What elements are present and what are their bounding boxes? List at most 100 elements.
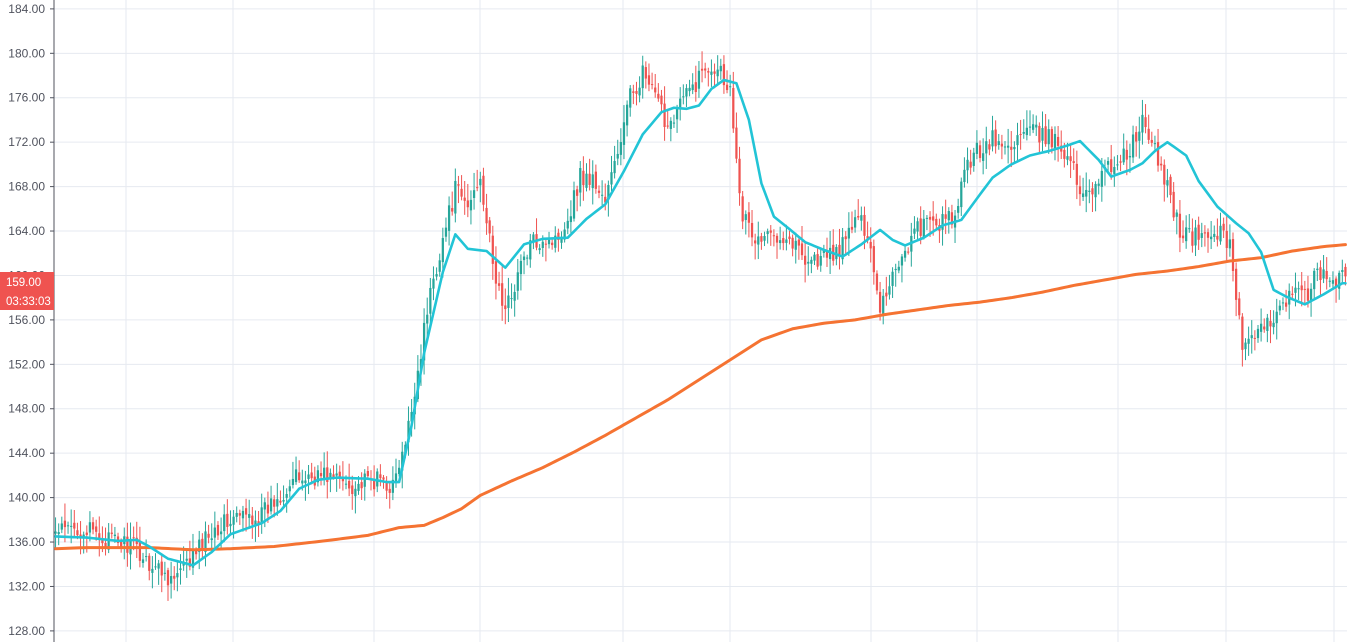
candle-body <box>1256 328 1260 339</box>
candle-body <box>994 129 997 147</box>
candle-body <box>1241 316 1244 350</box>
candle-body <box>379 474 382 479</box>
candle-body <box>738 158 741 194</box>
candle-body <box>148 555 151 571</box>
candle-body <box>878 291 882 313</box>
candle-body <box>966 159 969 171</box>
candle-body <box>685 88 688 97</box>
candle-body <box>841 237 844 260</box>
candle-body <box>1181 235 1185 239</box>
candle-body <box>329 472 332 479</box>
candle-body <box>894 268 897 271</box>
candle-body <box>260 507 263 524</box>
candle-body <box>982 153 985 161</box>
candle-body <box>729 86 732 88</box>
candle-body <box>960 181 963 208</box>
candle-body <box>1278 305 1281 311</box>
candle-body <box>582 170 585 186</box>
candle-body <box>875 273 879 291</box>
candle-body <box>141 559 145 563</box>
candle-body <box>76 530 79 536</box>
candle-body <box>1053 133 1057 149</box>
candle-body <box>1028 126 1032 128</box>
candle-body <box>1294 287 1297 293</box>
y-tick-label: 176.00 <box>8 91 45 105</box>
candle-body <box>1113 167 1116 174</box>
candle-body <box>497 283 501 286</box>
candle-body <box>1228 239 1232 249</box>
candle-body <box>591 174 594 189</box>
candle-body <box>491 235 494 264</box>
candle-body <box>1247 338 1250 344</box>
candle-body <box>1088 190 1091 192</box>
candle-body <box>307 474 310 479</box>
price-tag-value: 159.00 <box>6 277 41 289</box>
candle-body <box>997 141 1000 145</box>
candle-body <box>941 214 944 230</box>
candles <box>54 51 1347 601</box>
candle-body <box>201 538 204 551</box>
candle-body <box>1222 223 1225 231</box>
candle-body <box>1160 163 1163 166</box>
candle-body <box>629 88 632 108</box>
candle-body <box>1056 136 1060 146</box>
candle-body <box>488 220 491 234</box>
candle-body <box>866 236 869 239</box>
candle-body <box>263 502 266 510</box>
candle-body <box>1091 188 1094 195</box>
candle-body <box>451 208 454 212</box>
candle-body <box>891 271 894 286</box>
candle-body <box>1085 189 1088 197</box>
candle-body <box>188 558 191 567</box>
candle-body <box>719 65 722 72</box>
candle-body <box>625 104 629 126</box>
candle-body <box>1284 302 1288 307</box>
candle-body <box>323 467 326 478</box>
candle-body <box>79 534 82 537</box>
candle-body <box>341 477 345 482</box>
candle-body <box>1175 212 1178 217</box>
candle-body <box>385 482 388 491</box>
candle-body <box>1072 161 1075 163</box>
candle-body <box>1038 125 1041 143</box>
candle-body <box>120 540 123 547</box>
candle-body <box>1306 288 1310 301</box>
candle-body <box>1231 239 1235 271</box>
candle-body <box>213 527 216 538</box>
candle-body <box>944 214 947 219</box>
candle-body <box>1019 134 1022 136</box>
candle-body <box>650 84 654 86</box>
candle-body <box>1250 335 1253 339</box>
candle-body <box>1341 270 1344 272</box>
candle-body <box>160 561 163 576</box>
candle-body <box>1297 288 1300 290</box>
slow-ma-line <box>54 243 1347 552</box>
candle-body <box>472 190 476 198</box>
candle-body <box>641 65 644 89</box>
candle-body <box>863 214 866 236</box>
candle-body <box>769 230 772 233</box>
candle-body <box>513 291 516 301</box>
candle-body <box>357 483 360 491</box>
candle-body <box>800 243 804 256</box>
candle-body <box>932 216 935 221</box>
candle-body <box>113 534 117 537</box>
candle-body <box>804 255 807 265</box>
candle-body <box>1344 266 1347 277</box>
y-tick-label: 128.00 <box>8 624 45 638</box>
candle-body <box>975 142 979 154</box>
candle-body <box>810 259 813 264</box>
candle-body <box>244 508 248 515</box>
candle-body <box>1125 149 1128 160</box>
candle-body <box>557 232 560 240</box>
candle-body <box>1081 193 1085 198</box>
candle-body <box>422 322 426 361</box>
candle-body <box>1050 129 1053 148</box>
candle-body <box>532 234 535 243</box>
candle-body <box>903 250 907 258</box>
candle-body <box>294 469 298 483</box>
candle-body <box>963 169 966 182</box>
candle-body <box>1303 288 1306 290</box>
